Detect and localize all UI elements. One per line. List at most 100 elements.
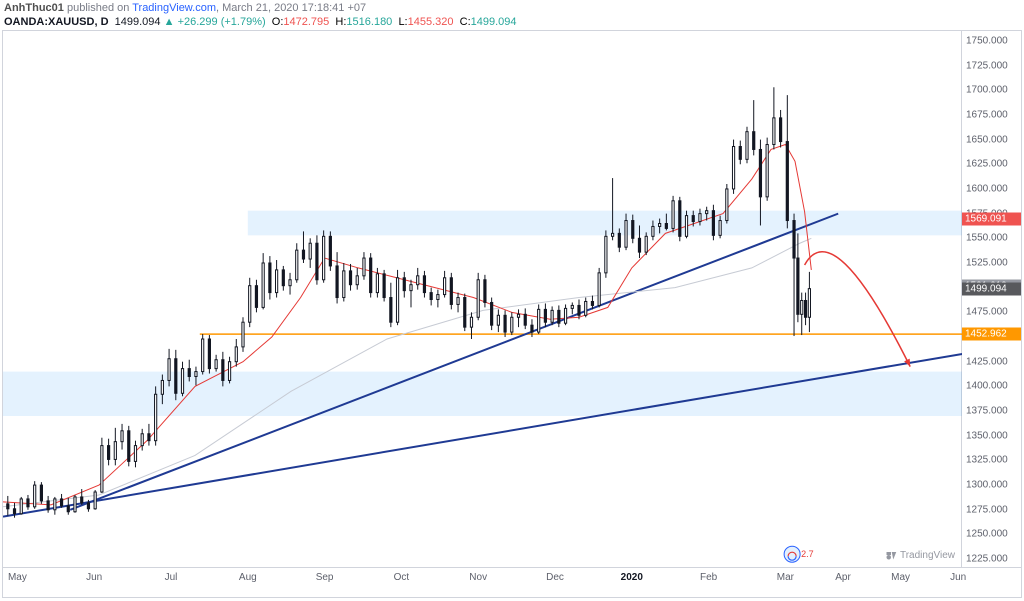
candle-body bbox=[430, 293, 432, 300]
candle-body bbox=[524, 314, 526, 325]
candle-body bbox=[54, 499, 56, 510]
candle-body bbox=[739, 146, 741, 159]
candle-body bbox=[450, 278, 452, 305]
candle-body bbox=[808, 289, 810, 318]
candle-body bbox=[155, 394, 157, 440]
candle-body bbox=[618, 233, 620, 247]
candle-body bbox=[652, 226, 654, 236]
x-tick: May bbox=[8, 572, 27, 583]
candle-body bbox=[108, 446, 110, 460]
candle-body bbox=[753, 132, 755, 150]
y-tick: 1400.000 bbox=[966, 381, 1008, 392]
price-flag: 1499.094 bbox=[962, 282, 1021, 295]
candle-body bbox=[148, 434, 150, 441]
candle-body bbox=[558, 310, 560, 323]
candle-body bbox=[356, 276, 358, 285]
candle-body bbox=[289, 280, 291, 286]
published-on-label: published on bbox=[67, 2, 129, 14]
candle-body bbox=[67, 506, 69, 512]
candle-body bbox=[801, 300, 803, 314]
candle-body bbox=[27, 499, 29, 507]
candle-body bbox=[457, 298, 459, 305]
candle-body bbox=[444, 278, 446, 295]
candle-body bbox=[551, 310, 553, 322]
candle-body bbox=[390, 298, 392, 323]
price-axis[interactable]: 1225.0001250.0001275.0001300.0001325.000… bbox=[962, 30, 1022, 568]
candle-body bbox=[685, 216, 687, 237]
candle-body bbox=[585, 301, 587, 315]
y-tick: 1325.000 bbox=[966, 455, 1008, 466]
candle-body bbox=[81, 497, 83, 503]
candle-body bbox=[202, 339, 204, 372]
y-tick: 1250.000 bbox=[966, 529, 1008, 540]
candle-body bbox=[222, 360, 224, 381]
candle-body bbox=[376, 274, 378, 293]
candle-body bbox=[249, 286, 251, 323]
open-price: 1472.795 bbox=[283, 16, 329, 28]
y-tick: 1625.000 bbox=[966, 159, 1008, 170]
candle-body bbox=[804, 300, 806, 317]
candle-body bbox=[484, 280, 486, 303]
candle-body bbox=[20, 499, 22, 514]
close-price: 1499.094 bbox=[471, 16, 517, 28]
candle-body bbox=[228, 362, 230, 381]
svg-text:2.7: 2.7 bbox=[801, 549, 814, 559]
candle-body bbox=[323, 236, 325, 279]
x-tick: Jun bbox=[86, 572, 102, 583]
candle-body bbox=[316, 243, 318, 280]
price-flag: 1569.091 bbox=[962, 213, 1021, 226]
candle-body bbox=[544, 309, 546, 322]
candle-body bbox=[343, 271, 345, 298]
earnings-icon: 2.7 bbox=[784, 546, 814, 562]
candle-body bbox=[114, 442, 116, 460]
candle-body bbox=[161, 380, 163, 394]
candle-body bbox=[692, 216, 694, 222]
candle-body bbox=[87, 503, 89, 509]
candle-body bbox=[262, 263, 264, 307]
symbol-line: OANDA:XAUUSD, D 1499.094 ▲ +26.299 (+1.7… bbox=[4, 16, 517, 28]
candle-body bbox=[437, 295, 439, 300]
candle-body bbox=[208, 339, 210, 369]
time-axis[interactable]: MayJunJulAugSepOctNovDec2020FebMarAprMay… bbox=[2, 568, 1022, 598]
candle-body bbox=[276, 270, 278, 293]
change-pct: (+1.79%) bbox=[221, 16, 266, 28]
y-tick: 1525.000 bbox=[966, 257, 1008, 268]
y-tick: 1675.000 bbox=[966, 109, 1008, 120]
candle-body bbox=[511, 317, 513, 332]
candle-body bbox=[780, 118, 782, 142]
candle-body bbox=[134, 446, 136, 462]
candle-body bbox=[719, 221, 721, 236]
candle-body bbox=[296, 250, 298, 280]
candle-body bbox=[786, 142, 788, 221]
tradingview-logo: TradingView bbox=[885, 549, 955, 561]
candle-body bbox=[517, 314, 519, 317]
candle-body bbox=[706, 211, 708, 214]
candle-body bbox=[34, 485, 36, 507]
publish-header: AnhThuc01 published on TradingView.com, … bbox=[4, 2, 366, 14]
candle-body bbox=[423, 276, 425, 293]
y-tick: 1275.000 bbox=[966, 504, 1008, 515]
candle-body bbox=[504, 315, 506, 332]
x-tick: Sep bbox=[316, 572, 334, 583]
low-price: 1455.320 bbox=[408, 16, 454, 28]
candle-body bbox=[797, 258, 799, 314]
x-tick: Dec bbox=[546, 572, 564, 583]
candle-body bbox=[605, 236, 607, 273]
candle-body bbox=[793, 221, 795, 259]
candle-body bbox=[699, 214, 701, 222]
chart-area[interactable]: 2.7 TradingView bbox=[2, 30, 962, 568]
candle-body bbox=[235, 347, 237, 362]
candle-body bbox=[370, 258, 372, 293]
candle-body bbox=[497, 315, 499, 325]
x-tick: Apr bbox=[835, 572, 851, 583]
candle-body bbox=[74, 497, 76, 512]
x-tick: Feb bbox=[700, 572, 717, 583]
chart-svg: 2.7 bbox=[3, 31, 963, 569]
candle-body bbox=[410, 285, 412, 291]
candle-body bbox=[625, 221, 627, 248]
candle-body bbox=[302, 250, 304, 259]
candle-body bbox=[417, 276, 419, 285]
candle-body bbox=[591, 301, 593, 305]
trend-line bbox=[70, 214, 838, 510]
candle-body bbox=[477, 280, 479, 318]
